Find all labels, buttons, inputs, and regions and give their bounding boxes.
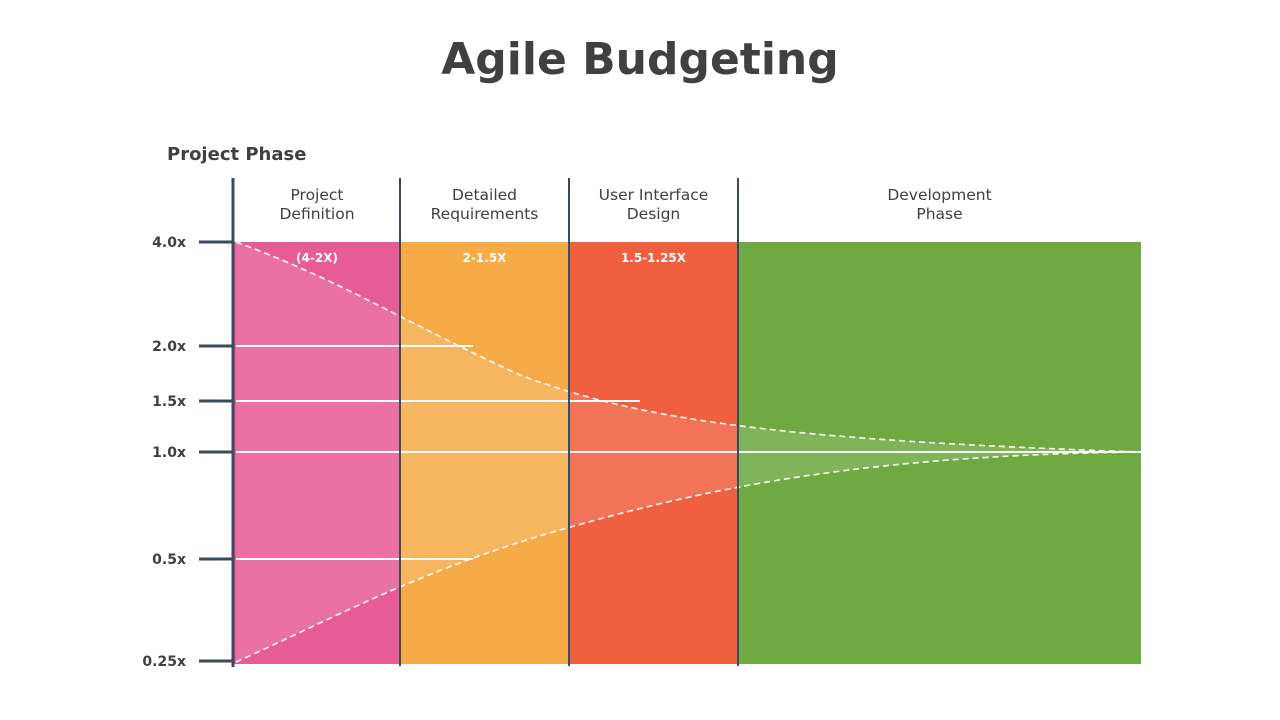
y-tick-label: 0.5x (152, 552, 186, 568)
y-tick-label: 2.0x (152, 339, 186, 355)
y-tick-label: 1.0x (152, 445, 186, 461)
upper-estimate-curve (235, 241, 1142, 453)
phase-header-label-2: Requirements (431, 205, 539, 223)
y-tick-label: 1.5x (152, 394, 186, 410)
phase-header-label-3: Design (627, 205, 681, 223)
phase-header-label-4: Development (887, 186, 991, 204)
phase-header-label-1: Project (290, 186, 343, 204)
y-tick-label: 0.25x (142, 654, 186, 670)
phase-range-label-2: 2-1.5X (463, 251, 508, 265)
phase-range-label-1: (4-2X) (296, 251, 338, 265)
phase-header-label-1: Definition (279, 205, 354, 223)
phase-header-label-2: Detailed (452, 186, 517, 204)
slide-title: Agile Budgeting (441, 34, 839, 85)
phase-range-label-3: 1.5-1.25X (621, 251, 687, 265)
phase-header-label-4: Phase (916, 205, 962, 223)
lower-estimate-curve (235, 451, 1142, 663)
y-tick-label: 4.0x (152, 235, 186, 251)
axis-title: Project Phase (167, 144, 307, 165)
phase-header-label-3: User Interface (599, 186, 709, 204)
